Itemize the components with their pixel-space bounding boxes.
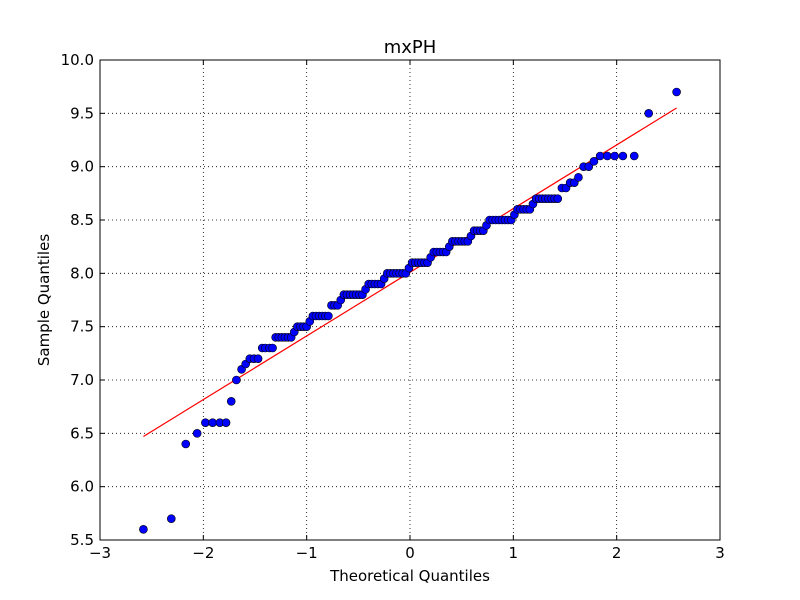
- y-axis-label: Sample Quantiles: [35, 234, 53, 366]
- data-point: [192, 429, 202, 438]
- data-point: [221, 418, 231, 427]
- data-point: [589, 157, 599, 166]
- y-tick-label: 7.0: [70, 371, 94, 389]
- data-point: [672, 87, 681, 97]
- y-tick-label: 9.5: [70, 104, 94, 122]
- data-point: [253, 354, 263, 363]
- y-tick-label: 5.5: [70, 531, 94, 549]
- x-tick-label: −3: [89, 544, 111, 562]
- y-tick-label: 8.5: [70, 211, 94, 229]
- y-tick-label: 9.0: [70, 158, 94, 176]
- data-point: [181, 439, 191, 449]
- data-point: [268, 343, 277, 353]
- data-point: [232, 375, 241, 385]
- data-point: [208, 418, 217, 427]
- x-tick-label: 0: [405, 544, 415, 562]
- data-point: [610, 151, 619, 161]
- data-point: [324, 311, 333, 321]
- data-point: [167, 514, 176, 523]
- data-point: [618, 151, 628, 161]
- data-point: [629, 151, 639, 161]
- data-point: [603, 151, 612, 161]
- chart-title: mxPH: [384, 37, 437, 58]
- x-tick-label: 2: [612, 544, 622, 562]
- data-point: [201, 418, 210, 427]
- data-point: [226, 397, 236, 406]
- x-axis-label: Theoretical Quantiles: [329, 567, 490, 585]
- data-point: [644, 109, 654, 118]
- y-tick-label: 7.5: [70, 318, 94, 336]
- x-tick-label: 1: [509, 544, 519, 562]
- y-tick-label: 6.0: [70, 478, 94, 496]
- y-tick-label: 8.0: [70, 264, 94, 282]
- data-point: [139, 525, 148, 534]
- x-tick-label: −2: [192, 544, 214, 562]
- x-tick-label: 3: [715, 544, 725, 562]
- data-point: [553, 194, 563, 203]
- data-point: [595, 151, 605, 161]
- y-tick-label: 10.0: [61, 51, 94, 69]
- x-tick-labels: −3 −2 −1 0 1 2 3: [89, 544, 725, 562]
- axis-ticks: [99, 59, 721, 541]
- grid-lines: [99, 59, 721, 541]
- data-points: [139, 87, 681, 534]
- x-tick-label: −1: [296, 544, 318, 562]
- y-tick-label: 6.5: [70, 424, 94, 442]
- data-point: [574, 173, 583, 182]
- data-point: [584, 162, 594, 171]
- y-tick-labels: 5.5 6.0 6.5 7.0 7.5 8.0 8.5 9.0 9.5 10.0: [61, 51, 94, 549]
